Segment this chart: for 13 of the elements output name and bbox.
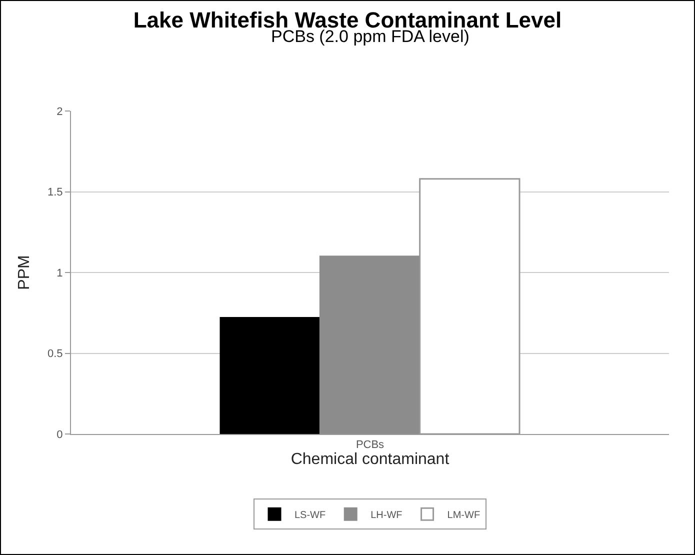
y-tick-label: 1.5 [48,186,63,199]
bar [220,316,321,434]
legend-label: LM-WF [447,510,480,521]
y-tick-label: 2 [56,106,63,118]
y-tick-label: 1 [56,267,63,280]
y-tick-label: 0 [56,428,63,441]
x-tick-label: PCBs [356,439,385,452]
y-tick-label: 0.5 [48,348,63,360]
y-axis-title: PPM [16,255,33,290]
legend-label: LS-WF [294,510,326,521]
legend-label: LH-WF [370,510,402,521]
x-axis-title: Chemical contaminant [290,451,450,468]
bar [319,256,421,434]
